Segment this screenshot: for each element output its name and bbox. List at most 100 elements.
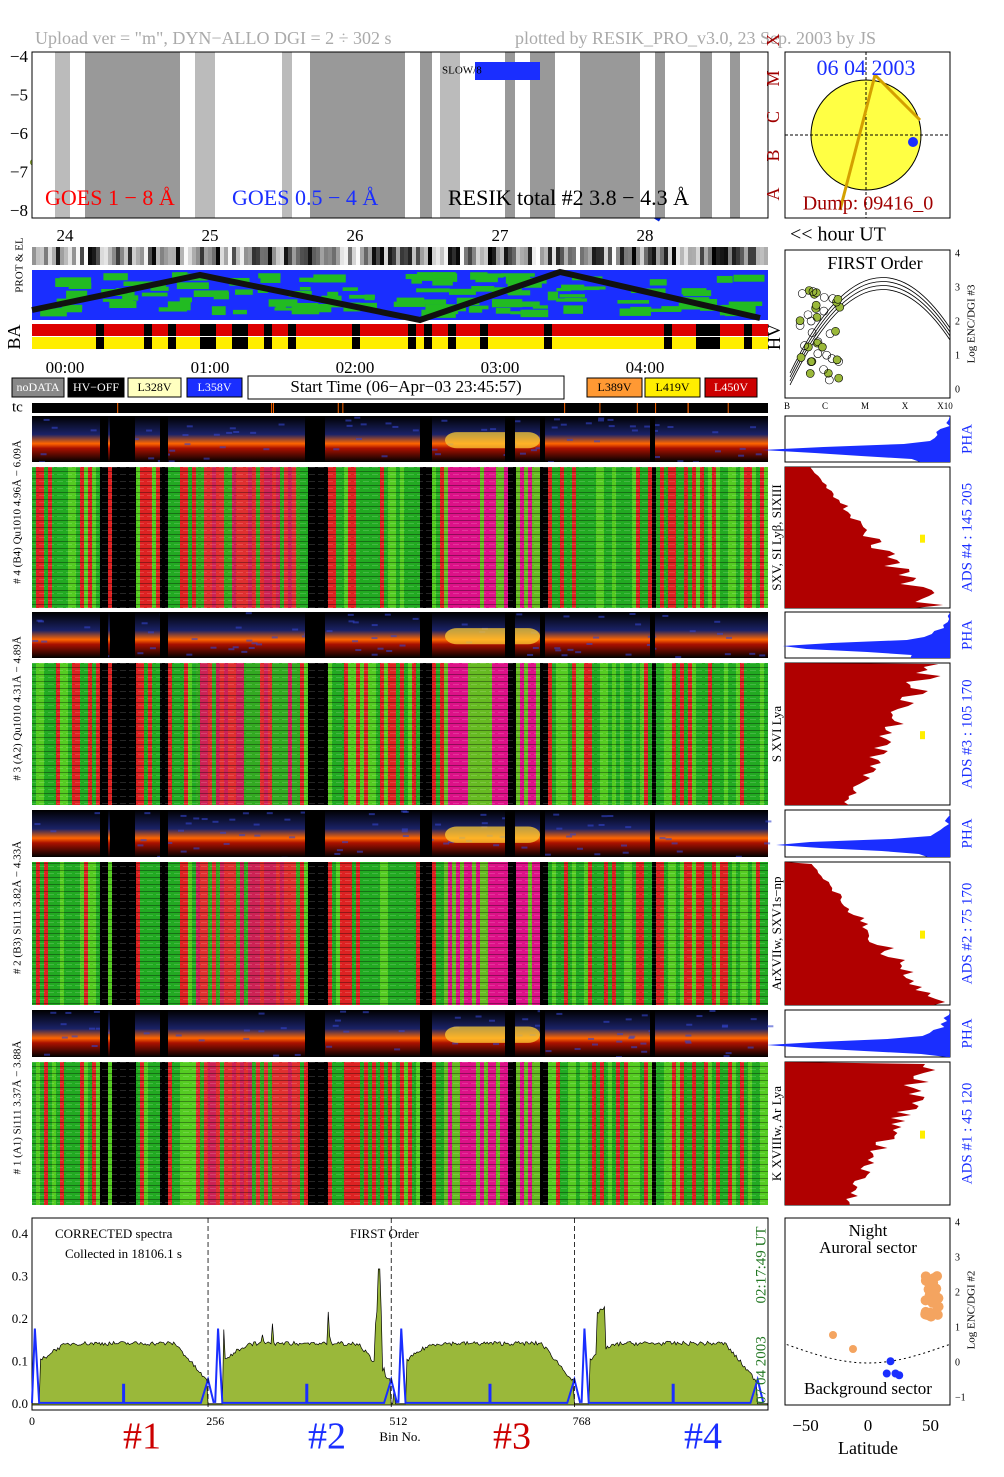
land — [46, 308, 63, 315]
pha-noise — [725, 1052, 732, 1055]
hv-cell — [176, 337, 184, 349]
land — [432, 272, 456, 279]
pha-noise — [566, 835, 573, 838]
first-order-point — [807, 328, 817, 337]
pha-noise — [229, 427, 236, 430]
prot-cell — [68, 247, 72, 265]
pha-noise — [243, 1037, 250, 1040]
pha-noise — [340, 1010, 347, 1013]
land — [532, 305, 548, 309]
pha-noise — [461, 623, 468, 626]
land — [167, 301, 191, 311]
ads-streaks — [32, 663, 768, 805]
label: 28 — [637, 226, 654, 245]
ba-cell — [216, 324, 224, 336]
hv-cell — [312, 337, 320, 349]
ba-cell — [448, 324, 456, 336]
prot-cell — [556, 247, 560, 265]
prot-cell — [720, 247, 724, 265]
pha-noise — [635, 623, 642, 626]
label: PHA — [959, 424, 975, 454]
ba-cell — [488, 324, 496, 336]
ba-cell — [312, 324, 320, 336]
orbit-path — [31, 268, 761, 324]
first-order-point — [834, 373, 843, 383]
prot-cell — [324, 247, 328, 265]
tc-tick — [337, 403, 339, 413]
pha-gap — [540, 612, 545, 658]
ba-cell — [296, 324, 304, 336]
pha-gap — [650, 416, 655, 462]
pha-noise — [248, 646, 255, 649]
prot-cell — [336, 247, 340, 265]
auroral-point — [932, 1309, 943, 1320]
pha-noise — [294, 1053, 301, 1056]
label: ADS #2 : 75 170 — [959, 883, 975, 985]
legend-box — [704, 377, 758, 398]
ba-cell — [208, 324, 216, 336]
pha-noise — [490, 428, 497, 431]
pha-noise — [43, 418, 50, 421]
pha-gap — [540, 810, 545, 857]
prot-cell — [228, 247, 232, 265]
label: K XVIIIw, Ar Lya — [769, 1086, 784, 1181]
prot-cell — [672, 247, 676, 265]
hv-cell — [224, 337, 232, 349]
label: 1 — [955, 350, 960, 361]
prot-cell — [744, 247, 748, 265]
pha-noise — [50, 1011, 57, 1014]
pha-noise — [94, 812, 101, 815]
prot-cell — [280, 247, 284, 265]
ba-cell — [368, 324, 376, 336]
pha-noise — [219, 446, 226, 449]
ba-cell — [464, 324, 472, 336]
first-order-point — [812, 312, 822, 322]
land — [564, 297, 582, 302]
hv-cell — [216, 337, 224, 349]
pha-flare — [445, 826, 540, 843]
first-order-point — [813, 349, 823, 358]
prot-cell — [88, 247, 92, 265]
pha-noise — [522, 1018, 529, 1021]
pha-noise — [292, 628, 299, 631]
prot-cell — [96, 247, 100, 265]
ba-cell — [720, 324, 728, 336]
hv-cell — [672, 337, 680, 349]
prot-cell — [300, 247, 304, 265]
prot-cell — [180, 247, 184, 265]
hv-cell — [448, 337, 456, 349]
pha-noise — [401, 810, 408, 813]
pha-noise — [755, 453, 762, 456]
land — [232, 309, 247, 315]
prot-cell — [652, 247, 656, 265]
prot-cell — [712, 247, 716, 265]
label: M — [763, 70, 783, 86]
land — [405, 273, 428, 280]
pha-gap — [160, 416, 168, 462]
hv-cell — [400, 337, 408, 349]
pha-noise — [717, 632, 724, 635]
land — [66, 290, 88, 300]
ba-cell — [480, 324, 488, 336]
prot-cell — [240, 247, 244, 265]
pha-noise — [266, 812, 273, 815]
pha-noise — [544, 853, 551, 856]
prot-cell — [452, 247, 456, 265]
label: 0 — [955, 1357, 960, 1368]
land — [649, 279, 667, 286]
hv-cell — [240, 337, 248, 349]
prot-cell — [660, 247, 664, 265]
label: SXV, SI Lyβ, SIXIII — [769, 484, 784, 590]
pha-noise — [625, 1018, 632, 1021]
pha-noise — [169, 449, 176, 452]
label: 2 — [955, 1287, 960, 1298]
prot-cell — [36, 247, 40, 265]
panel-frame — [31, 51, 769, 219]
pha-noise — [213, 433, 220, 436]
ba-cell — [760, 324, 768, 336]
tc-tick — [564, 403, 566, 413]
first-order-point — [819, 306, 829, 316]
land — [448, 288, 476, 295]
ba-cell — [112, 324, 120, 336]
